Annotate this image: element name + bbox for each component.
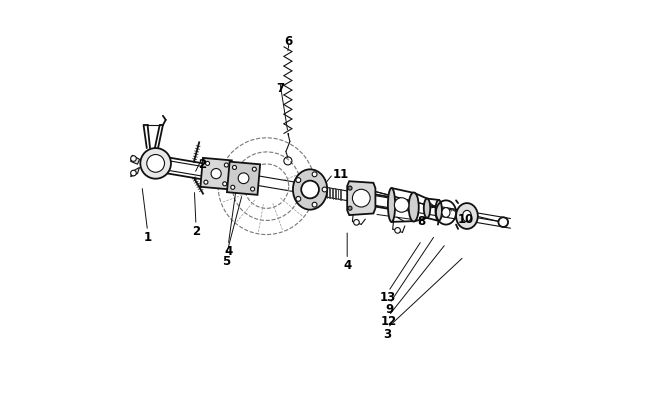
Text: 12: 12 <box>381 315 397 328</box>
Circle shape <box>224 164 228 168</box>
Circle shape <box>354 220 359 226</box>
Circle shape <box>223 182 227 186</box>
Circle shape <box>231 186 235 190</box>
Text: 9: 9 <box>385 303 394 315</box>
Text: 1: 1 <box>144 230 151 243</box>
Circle shape <box>131 156 136 162</box>
Ellipse shape <box>456 204 478 229</box>
Text: 4: 4 <box>224 244 232 257</box>
Circle shape <box>251 188 255 192</box>
Text: 3: 3 <box>384 327 391 340</box>
Ellipse shape <box>424 199 430 218</box>
Circle shape <box>312 203 317 208</box>
Circle shape <box>252 168 256 172</box>
Polygon shape <box>227 162 260 195</box>
Circle shape <box>395 198 409 213</box>
Polygon shape <box>200 158 232 190</box>
Circle shape <box>352 190 370 207</box>
Circle shape <box>204 181 208 185</box>
Ellipse shape <box>463 211 471 222</box>
Text: 4: 4 <box>343 258 351 271</box>
Circle shape <box>301 181 319 199</box>
Circle shape <box>233 166 237 170</box>
Circle shape <box>211 169 221 179</box>
Circle shape <box>296 197 301 202</box>
Text: 13: 13 <box>380 290 396 303</box>
Ellipse shape <box>293 170 327 210</box>
Circle shape <box>348 187 352 191</box>
Circle shape <box>322 188 327 192</box>
Ellipse shape <box>442 208 450 218</box>
Polygon shape <box>131 168 140 177</box>
Text: 6: 6 <box>285 35 293 48</box>
Ellipse shape <box>388 189 395 222</box>
Polygon shape <box>347 182 376 215</box>
Text: 11: 11 <box>333 168 349 181</box>
Circle shape <box>147 155 164 173</box>
Text: 10: 10 <box>458 212 474 225</box>
Circle shape <box>131 171 136 177</box>
Text: 8: 8 <box>418 214 426 227</box>
Circle shape <box>395 228 400 234</box>
Circle shape <box>140 149 171 179</box>
Ellipse shape <box>436 200 442 222</box>
Text: 2: 2 <box>198 158 206 171</box>
Circle shape <box>238 173 249 184</box>
Polygon shape <box>131 156 140 165</box>
Text: 7: 7 <box>276 81 284 94</box>
Circle shape <box>296 178 301 183</box>
Circle shape <box>205 162 209 166</box>
Circle shape <box>348 207 352 211</box>
Text: 5: 5 <box>222 254 230 267</box>
Circle shape <box>312 173 317 177</box>
Text: 2: 2 <box>192 224 200 237</box>
Ellipse shape <box>409 193 419 222</box>
